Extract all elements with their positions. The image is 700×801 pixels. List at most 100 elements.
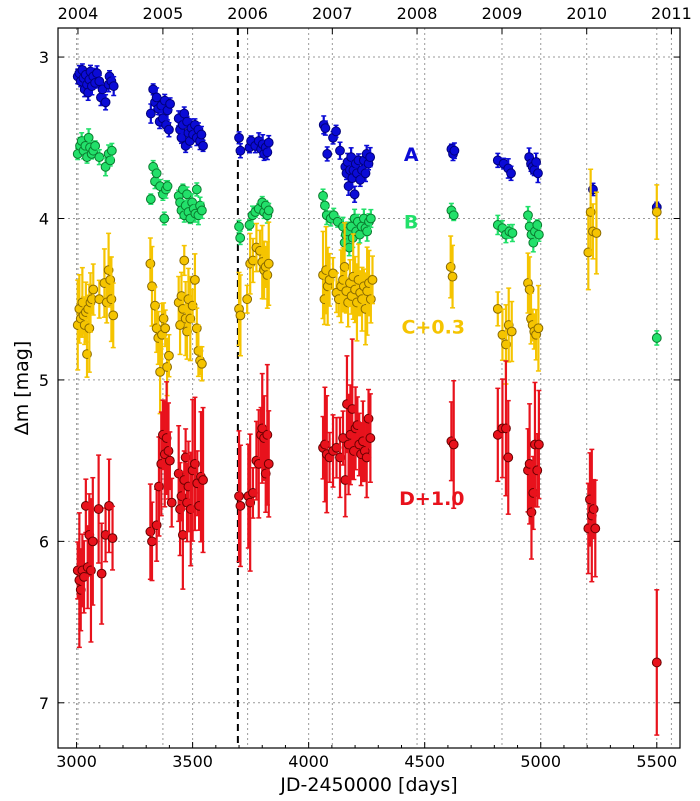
data-point	[88, 284, 99, 295]
data-point	[90, 140, 101, 151]
data-point	[158, 313, 169, 324]
data-point	[588, 504, 599, 514]
x-tick-label: 5500	[636, 752, 677, 771]
year-tick-label: 2008	[397, 4, 438, 23]
data-point	[335, 145, 345, 156]
x-tick-label: 4500	[404, 752, 445, 771]
data-point	[320, 439, 330, 450]
data-point	[86, 565, 96, 576]
data-point	[365, 433, 376, 443]
data-point	[198, 475, 208, 485]
data-point	[235, 500, 246, 511]
data-point	[147, 536, 157, 547]
data-point	[145, 258, 156, 269]
data-point	[263, 258, 274, 269]
data-point	[651, 207, 662, 217]
series-d-1-0	[72, 338, 662, 736]
data-point	[365, 294, 376, 305]
series-label-b: B	[404, 212, 418, 234]
data-point	[322, 149, 333, 159]
y-tick-label: 5	[39, 371, 49, 390]
data-point	[145, 194, 156, 205]
data-point	[263, 205, 274, 216]
data-point	[93, 504, 104, 514]
y-tick-label: 3	[39, 48, 49, 67]
data-point	[533, 229, 544, 240]
data-point	[107, 533, 118, 544]
data-point	[179, 255, 190, 266]
data-point	[262, 270, 273, 280]
data-point	[532, 220, 543, 230]
data-point	[591, 228, 602, 238]
x-tick-label: 5000	[520, 752, 561, 771]
data-point	[320, 123, 331, 133]
data-point	[242, 294, 253, 305]
data-point	[651, 333, 662, 343]
data-point	[87, 536, 98, 547]
data-point	[362, 226, 373, 237]
data-point	[235, 310, 246, 321]
y-tick-label: 6	[39, 532, 49, 551]
data-point	[162, 181, 173, 192]
data-point	[533, 323, 544, 334]
data-point	[151, 168, 162, 179]
data-point	[263, 458, 274, 469]
x-tick-label: 3000	[56, 752, 97, 771]
data-point	[363, 413, 374, 424]
data-point	[447, 271, 458, 282]
data-point	[159, 213, 170, 224]
data-point	[349, 189, 360, 200]
series-label-c-0-3: C+0.3	[401, 317, 465, 339]
y-axis-label: Δm [mag]	[11, 341, 33, 436]
x-axis-label: JD-2450000 [days]	[279, 774, 457, 796]
data-point	[360, 168, 371, 179]
year-tick-label: 2010	[566, 4, 607, 23]
data-point	[506, 326, 517, 337]
y-tick-label: 4	[39, 209, 49, 228]
data-point	[533, 168, 543, 179]
data-point	[531, 157, 542, 167]
data-point	[532, 465, 543, 476]
data-point	[235, 232, 246, 243]
data-point	[234, 491, 244, 502]
data-point	[507, 228, 518, 238]
series-a	[72, 63, 662, 213]
data-point	[198, 140, 208, 151]
data-point	[162, 362, 172, 372]
series-labels: A B C+0.3 D+1.0	[399, 144, 465, 510]
year-tick-label: 2007	[312, 4, 353, 23]
data-point	[191, 184, 202, 195]
series-label-a: A	[404, 144, 419, 166]
year-tick-label: 2004	[58, 4, 99, 23]
data-point	[150, 300, 160, 311]
data-point	[533, 439, 544, 450]
data-point	[331, 126, 341, 137]
data-point	[96, 568, 107, 579]
data-point	[94, 152, 105, 163]
series-b	[72, 128, 662, 346]
series-label-d-1-0: D+1.0	[399, 488, 464, 510]
data-point	[196, 129, 207, 140]
data-point	[528, 237, 539, 248]
data-point	[445, 262, 456, 272]
data-point	[160, 323, 171, 334]
data-point	[523, 210, 533, 221]
data-point	[365, 213, 376, 224]
data-point	[449, 145, 460, 156]
axis-ticks: 3000 3500 4000 4500 5000 5500 3 4 5 6 7 2004 2005 200…	[39, 4, 692, 771]
data-series	[72, 63, 662, 736]
data-point	[164, 124, 174, 135]
data-point	[590, 523, 601, 534]
series-c-0-3	[72, 168, 662, 415]
data-point	[503, 452, 514, 463]
data-point	[190, 274, 200, 285]
year-tick-label: 2009	[482, 4, 523, 23]
data-point	[448, 210, 459, 221]
data-point	[165, 98, 175, 109]
data-point	[263, 137, 274, 148]
y-tick-label: 7	[39, 694, 49, 713]
data-point	[164, 455, 175, 466]
data-point	[234, 132, 244, 143]
x-tick-label: 4000	[288, 752, 329, 771]
